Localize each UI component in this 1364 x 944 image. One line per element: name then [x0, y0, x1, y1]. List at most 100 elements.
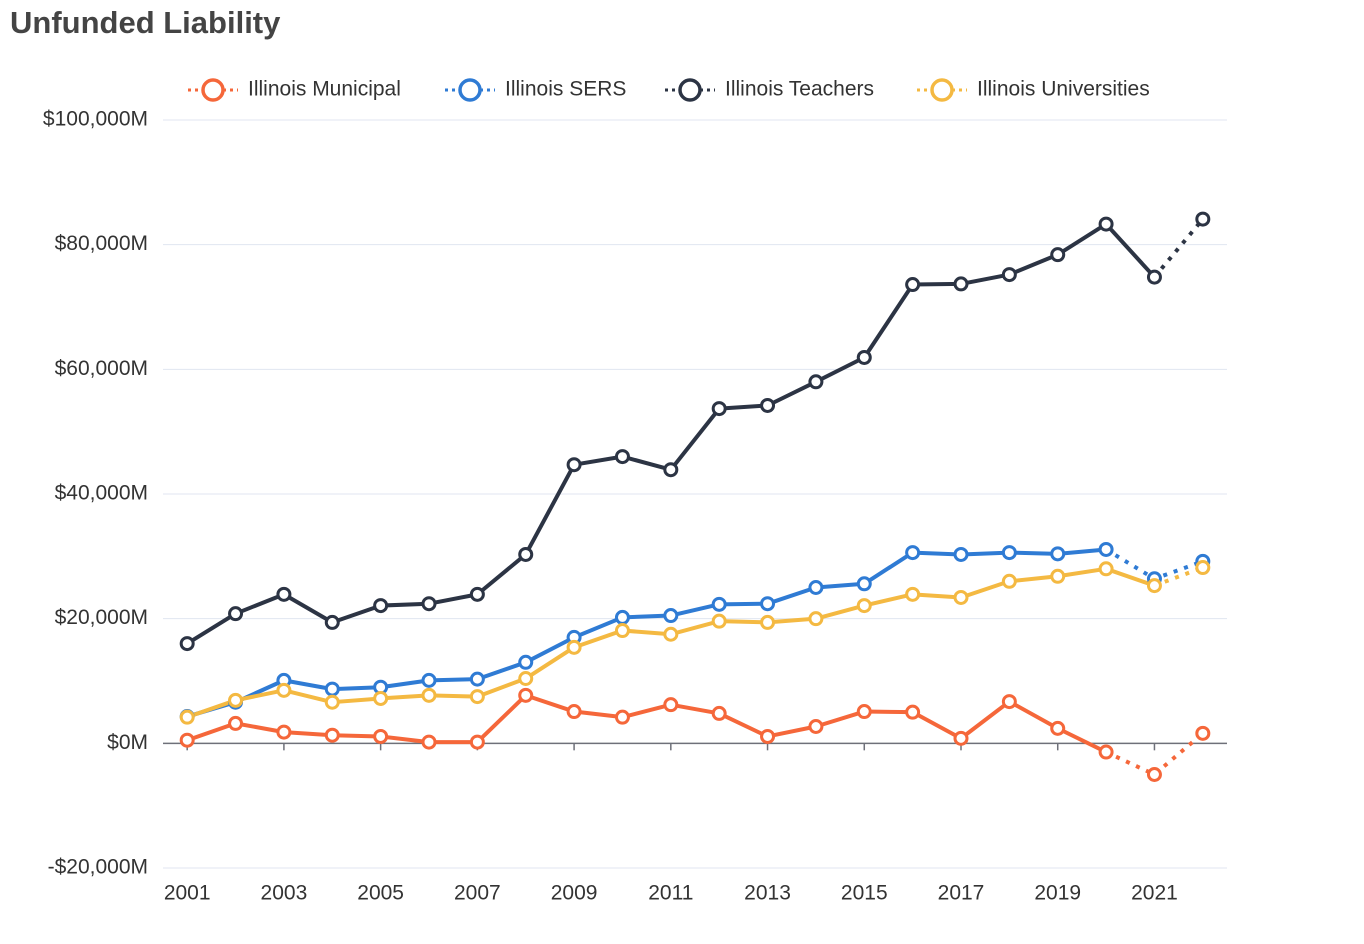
legend-label: Illinois SERS [505, 78, 626, 101]
y-tick-label: $40,000M [55, 482, 148, 505]
data-point [1001, 267, 1017, 283]
y-tick-label: $20,000M [55, 606, 148, 629]
data-point [228, 715, 244, 731]
data-point [856, 349, 872, 365]
data-point [469, 586, 485, 602]
data-point [421, 687, 437, 703]
data-point [228, 606, 244, 622]
legend-item: Illinois Municipal [188, 78, 401, 102]
x-tick-label: 2017 [938, 882, 985, 905]
data-point [953, 730, 969, 746]
data-point [760, 728, 776, 744]
x-tick-label: 2015 [841, 882, 888, 905]
data-point [808, 580, 824, 595]
data-point [469, 734, 485, 750]
data-point [179, 732, 195, 748]
y-tick-label: -$20,000M [48, 856, 148, 879]
data-point [469, 689, 485, 705]
data-point [228, 692, 244, 708]
y-tick-label: $0M [107, 731, 148, 754]
data-point [518, 654, 534, 670]
legend-label: Illinois Universities [977, 78, 1150, 101]
data-point [663, 608, 679, 624]
data-point [808, 719, 824, 735]
data-point [711, 596, 727, 612]
data-point [953, 589, 969, 605]
y-tick-label: $80,000M [55, 232, 148, 255]
data-point [663, 462, 679, 478]
data-point [1146, 767, 1162, 782]
data-point [1146, 578, 1162, 594]
data-point [663, 697, 679, 713]
legend-label: Illinois Teachers [725, 78, 874, 101]
data-point [179, 636, 195, 652]
data-point [614, 449, 630, 465]
data-point [1098, 561, 1114, 577]
series-line [186, 693, 1107, 754]
data-point [324, 681, 340, 697]
data-point [518, 546, 534, 562]
y-tick-label: $100,000M [43, 108, 148, 131]
data-point [373, 598, 389, 614]
legend-symbol [201, 78, 225, 102]
data-point [1050, 720, 1066, 736]
data-point [1001, 694, 1017, 710]
x-tick-label: 2005 [357, 882, 404, 905]
data-point [614, 609, 630, 625]
series-line [1153, 565, 1204, 588]
data-point [276, 682, 292, 698]
data-point [373, 728, 389, 744]
series-line [1152, 217, 1205, 279]
data-point [1050, 568, 1066, 584]
data-point [1098, 744, 1114, 760]
data-point [711, 705, 727, 721]
x-tick-label: 2011 [648, 882, 693, 905]
data-point [421, 596, 437, 612]
data-point [276, 724, 292, 740]
data-point [711, 613, 727, 629]
data-point [614, 709, 630, 725]
data-point [1146, 269, 1162, 285]
data-point [373, 690, 389, 706]
data-point [324, 694, 340, 710]
y-tick-label: $60,000M [55, 357, 148, 380]
data-point [324, 727, 340, 743]
legend-item: Illinois Universities [917, 78, 1150, 102]
data-point [808, 611, 824, 627]
data-point [1195, 725, 1211, 741]
data-point [518, 671, 534, 687]
data-point [760, 397, 776, 413]
data-point [1050, 546, 1066, 562]
x-tick-label: 2019 [1034, 882, 1081, 905]
data-point [808, 374, 824, 390]
x-tick-label: 2001 [164, 882, 211, 905]
data-point [1098, 541, 1114, 557]
data-point [1098, 216, 1114, 232]
data-point [566, 704, 582, 720]
data-point [856, 576, 872, 592]
data-point [421, 734, 437, 750]
data-point [1050, 247, 1066, 263]
legend-symbol [458, 78, 482, 102]
data-point [953, 546, 969, 562]
data-point [276, 586, 292, 602]
data-point [1195, 560, 1211, 576]
data-point [421, 672, 437, 688]
data-point [1001, 573, 1017, 589]
data-point [1001, 545, 1017, 561]
data-point [566, 639, 582, 655]
data-point [905, 277, 921, 293]
data-point [760, 596, 776, 612]
x-tick-label: 2009 [551, 882, 598, 905]
x-tick-label: 2003 [261, 882, 308, 905]
data-point [324, 614, 340, 630]
legend-item: Illinois Teachers [665, 78, 874, 102]
data-point [905, 545, 921, 561]
data-point [469, 671, 485, 687]
data-point [953, 276, 969, 292]
legend-item: Illinois SERS [445, 78, 626, 102]
x-tick-label: 2013 [744, 882, 791, 905]
x-tick-label: 2007 [454, 882, 501, 905]
data-point [614, 623, 630, 639]
